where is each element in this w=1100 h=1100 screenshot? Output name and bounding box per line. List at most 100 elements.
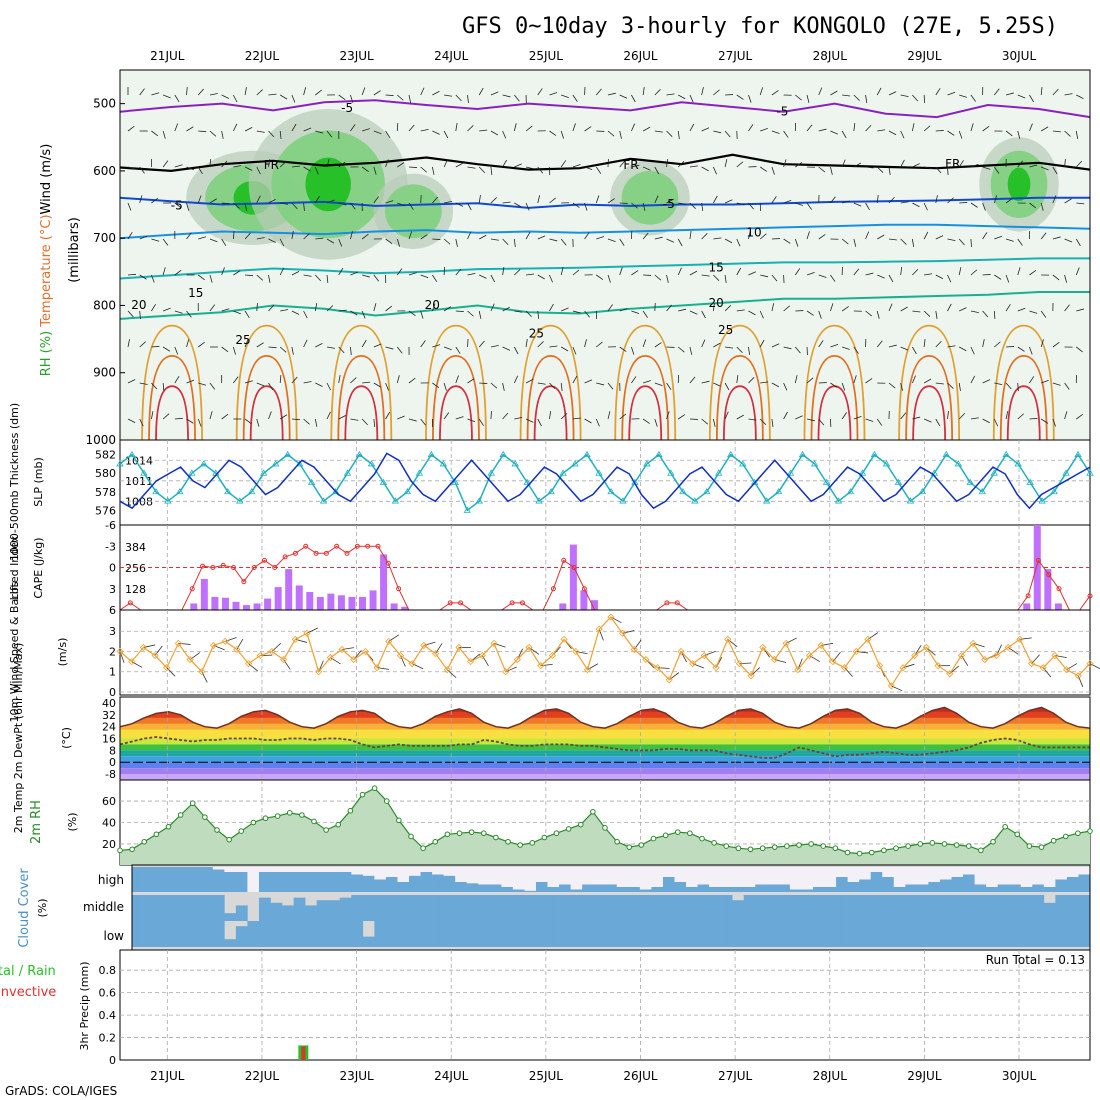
wind-barb bbox=[256, 237, 265, 240]
wind-marker bbox=[280, 656, 288, 664]
cloud-gap bbox=[928, 867, 941, 882]
wind-barb bbox=[724, 238, 733, 244]
cloud-gap bbox=[1055, 867, 1068, 880]
wind-barb bbox=[362, 128, 370, 132]
wind-barb bbox=[513, 346, 519, 355]
wind-barb bbox=[631, 94, 636, 103]
wind-barb bbox=[361, 310, 366, 319]
thickness-line-marker bbox=[1050, 488, 1058, 495]
isotherm-label: -5 bbox=[171, 199, 183, 213]
surface-wind-barb bbox=[225, 637, 237, 642]
cloud-gap bbox=[316, 867, 329, 872]
rh-marker bbox=[832, 845, 839, 852]
wind-barb bbox=[479, 382, 488, 384]
wind-barb bbox=[256, 89, 263, 96]
wind-barb bbox=[572, 375, 578, 384]
wind-barb bbox=[502, 159, 507, 168]
rh-marker bbox=[978, 847, 984, 854]
wind-barb bbox=[1064, 159, 1066, 168]
cloud-cell bbox=[270, 872, 283, 892]
wind-barb bbox=[759, 310, 764, 319]
wind-barb bbox=[408, 166, 417, 168]
wind-barb bbox=[678, 308, 687, 312]
wind-marker bbox=[420, 641, 428, 649]
wind-barb bbox=[174, 417, 183, 420]
cape-bar bbox=[190, 603, 198, 610]
cape-bar bbox=[232, 601, 240, 610]
wind-barb bbox=[139, 310, 141, 320]
thickness-line-marker bbox=[739, 460, 747, 467]
wind-barb bbox=[607, 411, 611, 420]
cloud-cell bbox=[697, 884, 710, 892]
cloud-gap bbox=[489, 867, 502, 885]
cloud-cell bbox=[201, 921, 214, 947]
wind-barb bbox=[678, 414, 686, 420]
cloud-cell bbox=[212, 895, 225, 921]
cloud-gap bbox=[732, 867, 745, 887]
rh-marker bbox=[359, 791, 366, 798]
thickness-line-marker bbox=[283, 450, 292, 458]
wind-barb bbox=[1052, 166, 1058, 175]
thickness-line-marker bbox=[643, 460, 651, 467]
cloud-cell bbox=[709, 895, 721, 921]
wind-barb bbox=[162, 94, 171, 99]
wind-marker bbox=[1004, 643, 1012, 652]
date-label-bottom: 25JUL bbox=[529, 1069, 564, 1083]
wind-barb bbox=[619, 346, 627, 352]
li-marker bbox=[375, 543, 381, 549]
wind-barb bbox=[818, 310, 822, 319]
wind-barb bbox=[525, 202, 530, 211]
wind-barb bbox=[923, 339, 926, 348]
cloud-cell bbox=[870, 895, 883, 921]
wind-marker bbox=[560, 635, 568, 643]
wind-marker bbox=[1063, 666, 1071, 674]
wind-barb bbox=[525, 339, 528, 348]
rh-marker bbox=[480, 830, 487, 837]
wind-barb bbox=[139, 235, 148, 240]
date-label-bottom: 30JUL bbox=[1002, 1069, 1037, 1083]
wind-barb bbox=[455, 268, 462, 276]
cloud-cell bbox=[997, 895, 1010, 921]
wind-barb bbox=[572, 269, 580, 276]
cloud-cell bbox=[397, 921, 410, 947]
wind-barb bbox=[1064, 304, 1070, 312]
wind-barb bbox=[1017, 160, 1023, 168]
thickness-line-marker bbox=[774, 488, 783, 495]
rh-marker bbox=[784, 843, 790, 849]
rh-marker bbox=[226, 836, 232, 843]
wind-barb bbox=[373, 418, 376, 427]
cloud-cell bbox=[674, 882, 687, 892]
cloud-gap bbox=[628, 867, 641, 887]
wind-barb bbox=[244, 87, 247, 96]
wind-barb bbox=[221, 160, 228, 168]
thickness-line-marker bbox=[259, 469, 268, 476]
wind-barb bbox=[959, 307, 967, 312]
wind-barb bbox=[596, 274, 604, 280]
wind-barb bbox=[654, 418, 658, 427]
wind-marker bbox=[887, 682, 895, 690]
wind-barb bbox=[455, 310, 464, 312]
li-marker bbox=[127, 600, 133, 606]
wind-barb bbox=[326, 346, 335, 349]
wind-barb bbox=[724, 411, 729, 420]
wind-barb bbox=[1052, 195, 1057, 204]
rh-marker bbox=[432, 838, 439, 845]
wind-barb bbox=[549, 197, 556, 204]
wind-barb bbox=[771, 343, 780, 348]
rh-marker bbox=[614, 838, 620, 845]
cloud-cell bbox=[1020, 895, 1033, 921]
wind-barb bbox=[1029, 123, 1033, 132]
cloud-cell bbox=[1043, 902, 1056, 921]
cloud-cell bbox=[778, 921, 791, 947]
rh-marker bbox=[420, 845, 426, 852]
wind-barb bbox=[654, 166, 660, 175]
wind-barb bbox=[151, 238, 160, 242]
rh-marker bbox=[468, 829, 475, 835]
pressure-axis-label: (millibars) bbox=[67, 217, 82, 283]
wind-barb bbox=[350, 202, 356, 210]
wind-barb bbox=[584, 232, 590, 240]
wind-barb bbox=[338, 309, 347, 312]
cloud-cell bbox=[916, 884, 929, 892]
wind-barb bbox=[841, 306, 849, 312]
wind-barb bbox=[654, 195, 659, 204]
